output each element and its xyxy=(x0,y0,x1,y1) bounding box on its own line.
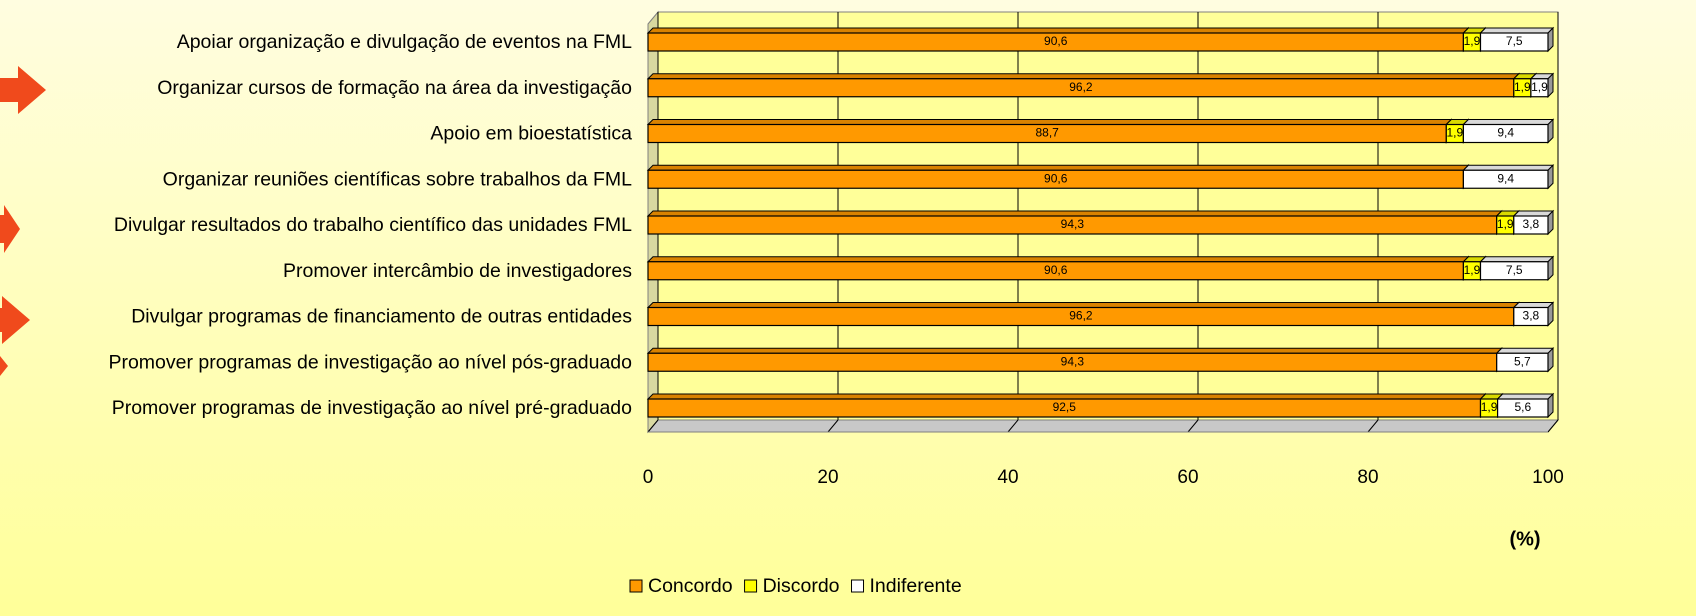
data-label: 1,9 xyxy=(1531,80,1548,94)
data-label: 94,3 xyxy=(1061,354,1085,368)
bar-top xyxy=(1462,119,1555,125)
legend-swatch xyxy=(629,579,643,593)
bar-top xyxy=(646,119,1453,125)
bar xyxy=(1462,169,1549,189)
bar-top xyxy=(1512,210,1555,217)
bar-top xyxy=(1512,302,1555,308)
grid-line xyxy=(647,419,659,433)
data-label: 1,9 xyxy=(1514,80,1531,94)
bar-top xyxy=(1462,164,1555,171)
arrow xyxy=(0,296,30,344)
bar-segment xyxy=(646,118,1453,144)
bar xyxy=(1479,32,1549,52)
bar-top xyxy=(646,393,1487,400)
category-label: Divulgar resultados do trabalho científi… xyxy=(114,214,632,236)
arrow xyxy=(0,205,20,253)
grid-line xyxy=(1187,419,1199,433)
data-label: 1,9 xyxy=(1447,126,1464,140)
x-tick-label: 80 xyxy=(1357,467,1378,488)
legend-swatch xyxy=(851,579,865,593)
legend-swatch xyxy=(744,579,758,593)
bar-segment xyxy=(1479,255,1555,281)
legend-label: Indiferente xyxy=(870,575,962,597)
bar-segment xyxy=(646,26,1470,53)
bar-segment xyxy=(1462,164,1555,190)
x-tick-label: 60 xyxy=(1177,467,1198,488)
data-label: 5,7 xyxy=(1514,354,1531,368)
legend-label: Concordo xyxy=(648,575,733,597)
x-axis-label: (%) xyxy=(1509,528,1540,550)
data-label: 3,8 xyxy=(1523,309,1540,323)
bar xyxy=(1530,78,1549,98)
bar-top xyxy=(1496,393,1555,400)
grid-line xyxy=(827,419,839,433)
data-label: 94,3 xyxy=(1061,217,1085,231)
bar-segment xyxy=(646,72,1521,98)
bar-top xyxy=(1479,256,1555,263)
bar-segment xyxy=(1495,347,1555,373)
grid-line xyxy=(1367,419,1379,433)
data-label: 90,6 xyxy=(1044,34,1068,48)
data-label: 9,4 xyxy=(1497,171,1514,185)
x-tick-label: 20 xyxy=(817,467,838,488)
bar-top xyxy=(646,164,1470,171)
arrows xyxy=(0,66,46,376)
data-label: 92,5 xyxy=(1053,400,1077,414)
bar-top xyxy=(646,347,1503,354)
category-label: Promover intercâmbio de investigadores xyxy=(283,260,632,282)
x-tick-label: 40 xyxy=(997,467,1018,488)
bar xyxy=(1462,123,1549,144)
data-label: 7,5 xyxy=(1506,34,1523,48)
bar-top xyxy=(1495,347,1555,354)
bar-segment xyxy=(1462,118,1555,144)
bar xyxy=(1496,352,1549,372)
arrow xyxy=(0,66,46,114)
data-label: 7,5 xyxy=(1506,263,1523,277)
data-label: 96,2 xyxy=(1069,80,1093,94)
data-label: 1,9 xyxy=(1464,34,1481,48)
category-label: Promover programas de investigação ao ní… xyxy=(112,397,632,419)
data-label: 9,4 xyxy=(1497,126,1514,140)
data-label: 1,9 xyxy=(1481,400,1498,414)
bar-top xyxy=(1479,27,1555,34)
bar-segment xyxy=(1496,392,1555,419)
bar-top xyxy=(646,73,1521,80)
grid-line xyxy=(1547,419,1559,433)
grid-line xyxy=(1007,419,1019,433)
arrow xyxy=(0,356,8,376)
bar-segment xyxy=(1529,72,1555,98)
bar xyxy=(1479,261,1549,281)
data-label: 1,9 xyxy=(1497,217,1514,231)
category-label: Divulgar programas de financiamento de o… xyxy=(131,306,632,328)
bar-top xyxy=(646,210,1503,217)
category-label: Organizar cursos de formação na área da … xyxy=(157,77,632,99)
bar-segment xyxy=(1512,301,1555,327)
x-tick-label: 100 xyxy=(1532,467,1564,488)
x-tick-label: 0 xyxy=(643,467,654,488)
data-label: 1,9 xyxy=(1464,263,1481,277)
bar-top xyxy=(646,27,1470,34)
bar-segment xyxy=(1479,26,1555,53)
bar-top xyxy=(646,302,1521,308)
category-label: Promover programas de investigação ao ní… xyxy=(108,351,632,373)
bar-top xyxy=(646,256,1470,263)
bar xyxy=(1513,215,1549,235)
floor xyxy=(646,419,1560,433)
data-label: 3,8 xyxy=(1523,217,1540,231)
bar xyxy=(1496,398,1549,418)
category-label: Organizar reuniões científicas sobre tra… xyxy=(163,168,632,190)
legend-label: Discordo xyxy=(763,575,840,597)
category-label: Apoio em bioestatística xyxy=(430,123,632,145)
data-label: 88,7 xyxy=(1035,126,1059,140)
data-label: 96,2 xyxy=(1069,309,1093,323)
data-label: 5,6 xyxy=(1514,400,1531,414)
data-label: 90,6 xyxy=(1044,171,1068,185)
data-label: 90,6 xyxy=(1044,263,1068,277)
bar xyxy=(1513,306,1549,327)
bar-segment xyxy=(1512,209,1555,236)
bar-segment xyxy=(1512,72,1538,98)
category-label: Apoiar organização e divulgação de event… xyxy=(177,31,632,53)
